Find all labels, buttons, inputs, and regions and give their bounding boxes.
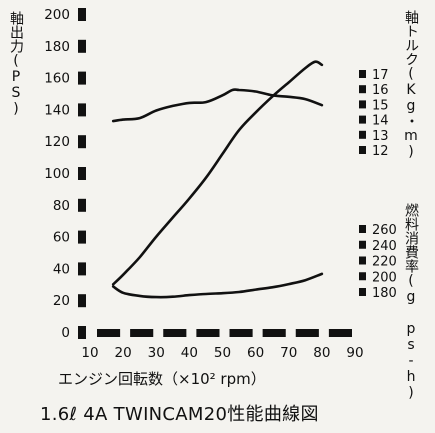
x-axis-segment — [97, 329, 121, 337]
x-tick-label: 90 — [346, 345, 363, 361]
left-tick-label: 120 — [44, 134, 70, 150]
left-axis-label: 軸出力(PS) — [8, 11, 24, 117]
left-tick-mark — [78, 262, 86, 276]
fuel-tick-label: 220 — [372, 255, 397, 270]
torque-tick-mark — [359, 146, 366, 154]
fuel-tick-mark — [359, 272, 366, 281]
x-axis-segment — [295, 329, 319, 337]
left-tick-mark — [78, 326, 86, 339]
x-axis-segment — [196, 329, 220, 337]
torque-tick-label: 13 — [372, 129, 389, 144]
fuel-tick-label: 180 — [372, 286, 397, 301]
torque-tick-label: 14 — [372, 114, 389, 129]
fuel-tick-mark — [359, 225, 366, 233]
x-axis-segment — [163, 329, 187, 337]
torque-tick-mark — [359, 70, 366, 78]
left-tick-mark — [78, 198, 86, 212]
fuel-tick-mark — [359, 256, 366, 265]
left-tick-label: 140 — [44, 102, 70, 118]
fuel-tick-label: 260 — [372, 223, 397, 238]
torque-tick-mark — [359, 115, 366, 124]
left-tick-label: 0 — [61, 325, 70, 341]
left-tick-mark — [78, 39, 86, 53]
fuel-consumption-curve — [111, 272, 324, 299]
x-tick-label: 70 — [280, 345, 297, 361]
x-axis-segment — [262, 329, 286, 337]
chart-title: 1.6ℓ 4A TWINCAM20性能曲線図 — [40, 404, 319, 425]
fuel-tick-label: 200 — [372, 270, 397, 285]
left-tick-mark — [78, 8, 86, 21]
left-tick-mark — [78, 230, 86, 244]
left-tick-label: 60 — [53, 230, 70, 246]
left-tick-label: 100 — [44, 166, 70, 182]
torque-tick-label: 12 — [372, 144, 389, 159]
x-tick-label: 40 — [181, 345, 198, 361]
x-axis-segment — [229, 329, 253, 337]
x-tick-label: 30 — [148, 345, 165, 361]
fuel-tick-label: 240 — [372, 239, 397, 254]
left-tick-mark — [78, 103, 86, 117]
power-curve — [111, 60, 324, 286]
fuel-tick-mark — [359, 240, 366, 249]
left-tick-label: 180 — [44, 39, 70, 55]
left-tick-label: 160 — [44, 71, 70, 87]
left-tick-mark — [78, 167, 86, 180]
left-tick-mark — [78, 294, 86, 308]
torque-tick-mark — [359, 85, 366, 94]
fuel-axis-label: 燃料消費率(g ps-h) — [403, 203, 419, 401]
left-tick-mark — [78, 71, 86, 85]
left-tick-label: 20 — [53, 293, 70, 309]
x-tick-label: 60 — [247, 345, 264, 361]
torque-curve — [111, 88, 324, 123]
x-tick-label: 80 — [313, 345, 330, 361]
x-tick-label: 10 — [81, 345, 98, 361]
fuel-tick-mark — [359, 288, 366, 296]
torque-tick-label: 15 — [372, 98, 389, 113]
left-tick-label: 200 — [44, 7, 70, 23]
torque-tick-mark — [359, 100, 366, 109]
x-axis-label: エンジン回転数（×10² rpm） — [58, 370, 266, 388]
torque-axis-label: 軸トルク(Kg・m) — [403, 10, 419, 160]
x-axis-segment — [130, 329, 154, 337]
torque-tick-mark — [359, 130, 366, 139]
left-tick-label: 80 — [53, 198, 70, 214]
x-axis-segment — [328, 329, 352, 337]
left-tick-mark — [78, 135, 86, 149]
torque-tick-label: 17 — [372, 68, 389, 83]
torque-tick-label: 16 — [372, 83, 389, 98]
left-tick-label: 40 — [53, 261, 70, 277]
x-tick-label: 50 — [214, 345, 231, 361]
x-tick-label: 20 — [115, 345, 132, 361]
